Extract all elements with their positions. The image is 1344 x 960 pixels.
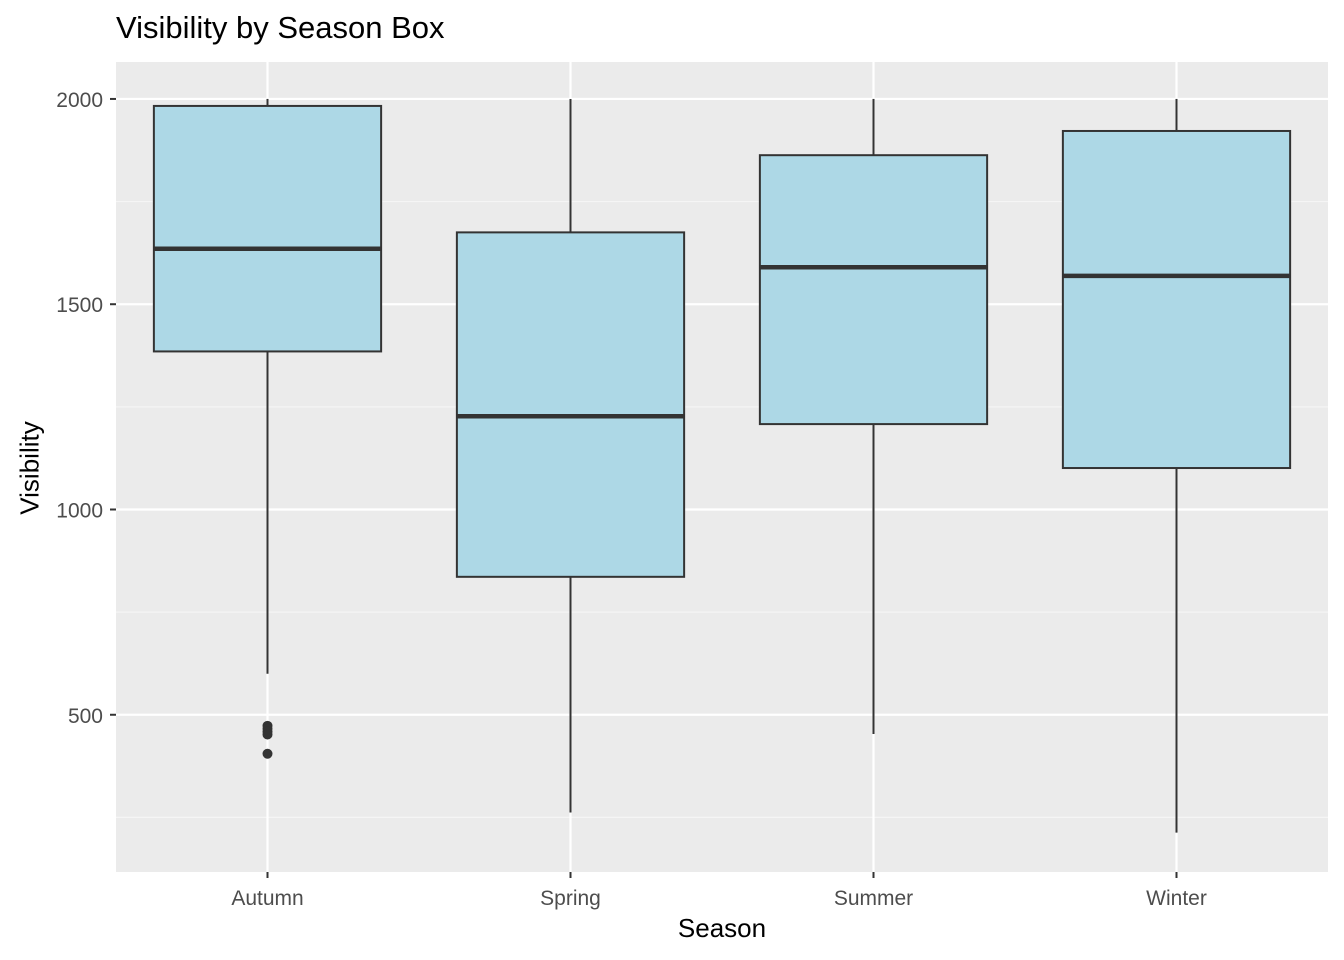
box-summer <box>758 98 989 735</box>
y-tick-label: 1000 <box>56 499 103 522</box>
box-iqr <box>758 154 989 426</box>
chart-title: Visibility by Season Box <box>116 10 445 45</box>
x-tick-label: Summer <box>834 887 913 910</box>
box-winter <box>1061 98 1292 833</box>
x-tick-label: Autumn <box>231 887 303 910</box>
outlier-point <box>262 729 273 740</box>
x-axis-title: Season <box>677 913 767 943</box>
x-tick-label: Winter <box>1146 887 1207 910</box>
y-tick-label: 1500 <box>56 294 103 317</box>
y-axis-title: Visibility <box>14 421 45 515</box>
y-tick-label: 500 <box>68 705 103 728</box>
box-iqr <box>455 231 686 578</box>
box-iqr <box>152 104 383 353</box>
box-autumn <box>152 98 383 759</box>
box-iqr <box>1061 129 1292 470</box>
box-spring <box>455 98 686 813</box>
x-tick-label: Spring <box>540 887 601 910</box>
outlier-point <box>262 748 273 759</box>
y-tick-label: 2000 <box>56 89 103 112</box>
